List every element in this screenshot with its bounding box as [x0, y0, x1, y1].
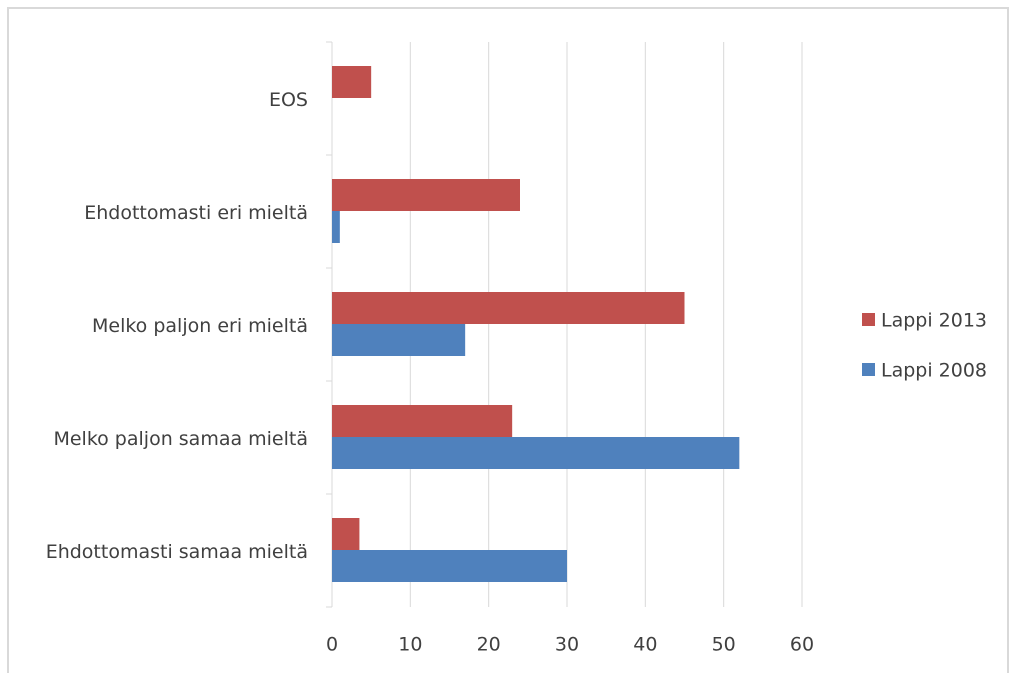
bar [332, 405, 513, 437]
frame [7, 7, 1009, 673]
legend-swatch [862, 313, 875, 326]
y-tick-label: Ehdottomasti samaa mieltä [46, 541, 308, 563]
x-tick-label: 50 [712, 634, 736, 656]
legend-swatch [862, 363, 875, 376]
bar [332, 179, 520, 211]
legend-label: Lappi 2008 [881, 360, 987, 382]
bar [332, 518, 360, 550]
y-tick-label: Melko paljon eri mieltä [92, 315, 308, 337]
legend-label: Lappi 2013 [881, 310, 987, 332]
bar [332, 550, 567, 582]
x-tick-label: 0 [326, 634, 338, 656]
x-tick-label: 60 [790, 634, 814, 656]
y-tick-label: Melko paljon samaa mieltä [53, 428, 308, 450]
y-tick-label: EOS [269, 89, 308, 111]
bar [332, 437, 740, 469]
y-tick-label: Ehdottomasti eri mieltä [84, 202, 308, 224]
x-tick-label: 10 [398, 634, 422, 656]
bar [332, 292, 685, 324]
bar [332, 66, 372, 98]
x-tick-label: 30 [555, 634, 579, 656]
x-tick-label: 40 [633, 634, 657, 656]
bar [332, 211, 340, 243]
bar [332, 324, 466, 356]
x-tick-label: 20 [477, 634, 501, 656]
